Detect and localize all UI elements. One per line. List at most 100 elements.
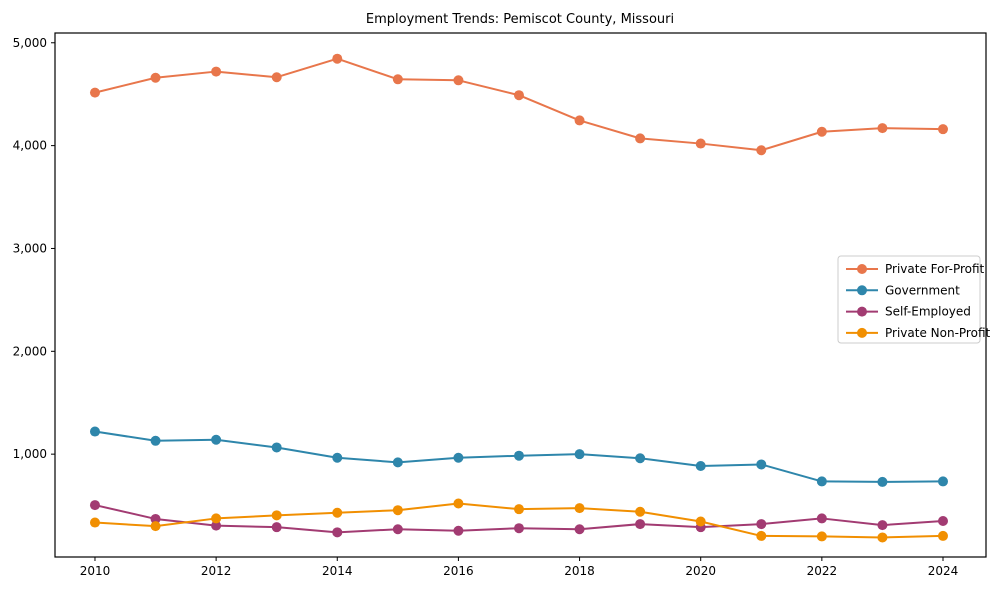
data-point-private-non-profit-2013 <box>271 510 282 521</box>
data-point-private-non-profit-2010 <box>89 517 100 528</box>
x-tick-label: 2012 <box>201 564 232 578</box>
data-point-private-for-profit-2020 <box>695 138 706 149</box>
legend-marker <box>857 285 867 296</box>
data-point-self-employed-2023 <box>877 520 888 531</box>
data-point-government-2019 <box>635 453 646 464</box>
legend-label: Self-Employed <box>885 305 971 319</box>
x-tick-label: 2010 <box>80 564 111 578</box>
plot-frame <box>54 32 987 558</box>
series-private-for-profit <box>89 53 948 156</box>
data-point-private-for-profit-2011 <box>150 72 161 83</box>
data-point-private-non-profit-2019 <box>635 506 646 517</box>
data-point-private-non-profit-2011 <box>150 521 161 532</box>
legend-label: Private For-Profit <box>885 262 985 276</box>
y-tick-label: 3,000 <box>13 241 47 255</box>
chart-title: Employment Trends: Pemiscot County, Miss… <box>366 12 674 27</box>
data-point-private-for-profit-2019 <box>635 133 646 144</box>
data-point-self-employed-2018 <box>574 524 585 535</box>
data-point-private-for-profit-2022 <box>816 126 827 137</box>
data-point-self-employed-2021 <box>756 519 767 530</box>
data-point-self-employed-2016 <box>453 525 464 536</box>
data-point-self-employed-2010 <box>89 500 100 511</box>
data-point-private-non-profit-2022 <box>816 531 827 542</box>
y-tick-label: 2,000 <box>13 344 47 358</box>
data-point-self-employed-2024 <box>937 516 948 527</box>
legend-marker <box>857 306 867 317</box>
data-point-private-for-profit-2023 <box>877 123 888 134</box>
data-point-private-non-profit-2015 <box>392 505 403 516</box>
data-point-government-2014 <box>332 452 343 463</box>
legend-item-government: Government <box>846 283 960 297</box>
y-axis: 1,000 2,000 3,000 4,000 5,000 <box>13 36 55 461</box>
data-point-private-non-profit-2012 <box>211 513 222 524</box>
data-point-private-for-profit-2012 <box>211 66 222 77</box>
data-point-private-for-profit-2013 <box>271 72 282 83</box>
data-point-government-2013 <box>271 442 282 453</box>
data-point-self-employed-2022 <box>816 513 827 524</box>
series-self-employed <box>89 500 948 538</box>
y-tick-label: 1,000 <box>13 447 47 461</box>
x-tick-label: 2018 <box>564 564 595 578</box>
data-point-government-2023 <box>877 476 888 487</box>
legend: Private For-Profit Government Self-Employe… <box>837 255 991 344</box>
y-tick-label: 4,000 <box>13 139 47 153</box>
x-tick-label: 2016 <box>443 564 474 578</box>
data-point-private-non-profit-2023 <box>877 532 888 543</box>
data-point-government-2024 <box>937 476 948 487</box>
data-point-private-non-profit-2020 <box>695 516 706 527</box>
data-point-government-2020 <box>695 460 706 471</box>
data-point-private-for-profit-2016 <box>453 75 464 86</box>
data-point-self-employed-2012 <box>211 520 222 531</box>
data-point-private-for-profit-2015 <box>392 74 403 85</box>
x-axis: 2010 2012 2014 2016 2018 2020 2022 2024 <box>80 557 959 578</box>
data-point-private-non-profit-2017 <box>513 504 524 515</box>
series-group <box>89 53 948 543</box>
legend-label: Private Non-Profit <box>885 326 991 340</box>
series-government <box>89 426 948 487</box>
axes: 2010 2012 2014 2016 2018 2020 2022 2024 1,000 2,0… <box>13 36 959 578</box>
data-point-private-for-profit-2017 <box>513 90 524 101</box>
data-point-government-2015 <box>392 457 403 468</box>
data-point-private-non-profit-2016 <box>453 498 464 509</box>
data-point-private-non-profit-2014 <box>332 507 343 518</box>
data-point-private-for-profit-2010 <box>89 87 100 98</box>
data-point-self-employed-2019 <box>635 519 646 530</box>
x-tick-label: 2024 <box>928 564 959 578</box>
y-tick-label: 5,000 <box>13 36 47 50</box>
data-point-government-2021 <box>756 459 767 470</box>
data-point-government-2017 <box>513 450 524 461</box>
data-point-self-employed-2014 <box>332 527 343 538</box>
series-private-non-profit <box>89 498 948 543</box>
legend-marker <box>857 327 867 338</box>
legend-item-self-employed: Self-Employed <box>846 305 971 319</box>
data-point-private-for-profit-2018 <box>574 115 585 126</box>
data-point-government-2016 <box>453 452 464 463</box>
data-point-private-for-profit-2024 <box>937 124 948 135</box>
data-point-private-non-profit-2024 <box>937 530 948 541</box>
x-tick-label: 2020 <box>685 564 716 578</box>
data-point-government-2012 <box>211 434 222 445</box>
data-point-self-employed-2017 <box>513 523 524 534</box>
data-point-government-2010 <box>89 426 100 437</box>
data-point-self-employed-2015 <box>392 524 403 535</box>
legend-item-private-for-profit: Private For-Profit <box>846 262 985 276</box>
data-point-self-employed-2013 <box>271 522 282 533</box>
plot-area: 2010 2012 2014 2016 2018 2020 2022 2024 1,000 2,0… <box>13 32 991 578</box>
x-tick-label: 2022 <box>807 564 838 578</box>
legend-item-private-non-profit: Private Non-Profit <box>846 326 991 340</box>
data-point-government-2018 <box>574 449 585 460</box>
data-point-private-for-profit-2021 <box>756 145 767 156</box>
legend-label: Government <box>885 283 960 297</box>
data-point-government-2022 <box>816 476 827 487</box>
data-point-private-non-profit-2018 <box>574 503 585 514</box>
data-point-government-2011 <box>150 435 161 446</box>
data-point-private-non-profit-2021 <box>756 530 767 541</box>
series-line-private-for-profit <box>93 57 944 152</box>
legend-marker <box>857 264 867 274</box>
legend-box <box>837 255 981 344</box>
data-point-private-for-profit-2014 <box>332 53 343 64</box>
data-point-self-employed-2011 <box>150 513 161 524</box>
x-tick-label: 2014 <box>322 564 353 578</box>
